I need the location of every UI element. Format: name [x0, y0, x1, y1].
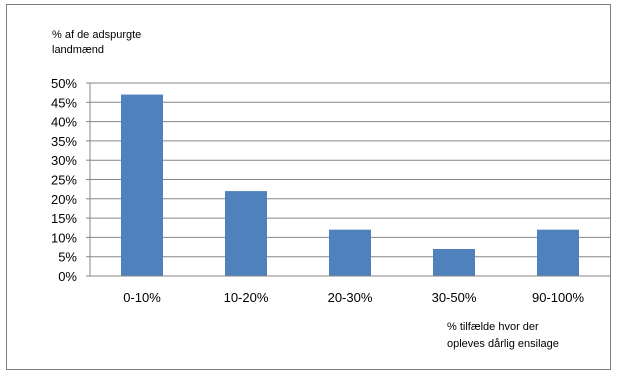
x-axis-title-line-2: opleves dårlig ensilage [447, 338, 559, 350]
y-tick-labels: 0% 5% 10% 15% 20% 25% 30% 35% 40% 45% 50% [51, 76, 77, 284]
gridlines [90, 82, 610, 258]
y-tick-label: 40% [51, 115, 77, 130]
y-tick-label: 35% [51, 134, 77, 149]
x-tick-label: 30-50% [432, 290, 477, 305]
y-axis-title-line-1: % af de adspurgte [52, 29, 141, 41]
y-axis-title: % af de adspurgte landmænd [52, 29, 141, 56]
bar [537, 229, 579, 276]
y-tick-label: 50% [51, 76, 77, 91]
y-tick-label: 0% [58, 269, 77, 284]
x-axis-title: % tilfælde hvor der opleves dårlig ensil… [447, 321, 559, 350]
bar [433, 248, 475, 276]
y-tick-label: 20% [51, 192, 77, 207]
y-tick-label: 10% [51, 230, 77, 245]
axes [86, 82, 610, 277]
bar [121, 94, 163, 276]
x-tick-label: 0-10% [123, 290, 161, 305]
bar [225, 191, 267, 276]
x-tick-label: 10-20% [224, 290, 269, 305]
x-tick-label: 20-30% [328, 290, 373, 305]
y-tick-label: 45% [51, 95, 77, 110]
x-axis-title-line-1: % tilfælde hvor der [447, 321, 539, 333]
chart-frame [6, 4, 611, 370]
y-tick-label: 5% [58, 250, 77, 265]
y-tick-label: 30% [51, 153, 77, 168]
x-tick-labels: 0-10% 10-20% 20-30% 30-50% 90-100% [123, 290, 584, 305]
y-tick-label: 15% [51, 211, 77, 226]
y-axis-title-line-2: landmænd [52, 44, 104, 56]
x-tick-label: 90-100% [532, 290, 584, 305]
bars [121, 94, 579, 276]
bar [329, 229, 371, 276]
y-tick-label: 25% [51, 173, 77, 188]
